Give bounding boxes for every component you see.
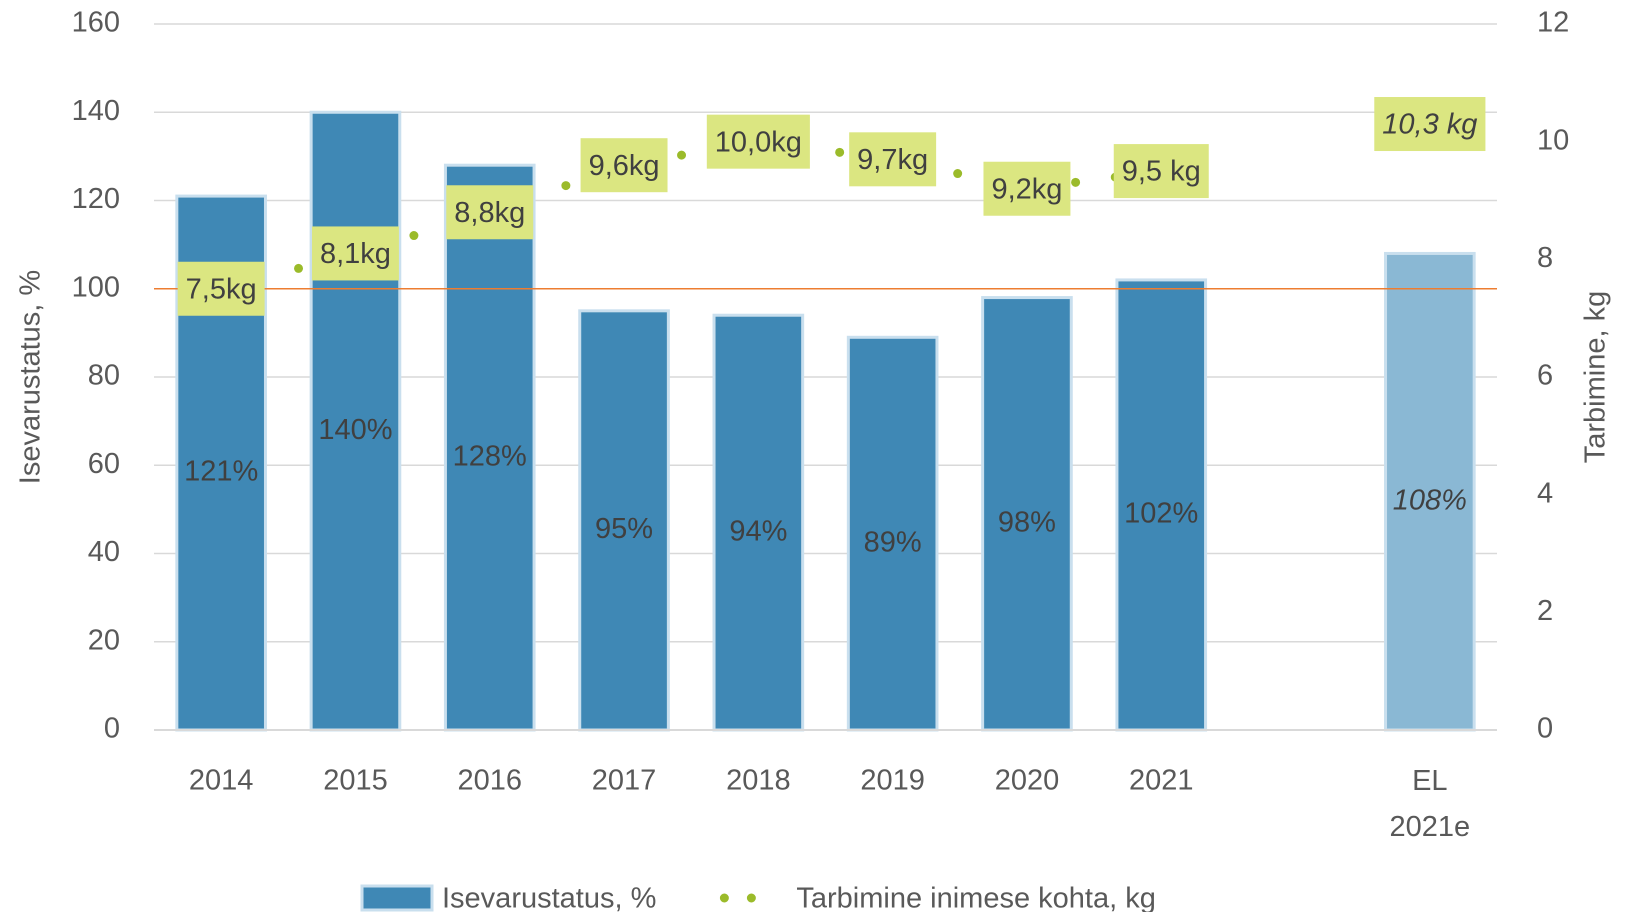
- y-tick-label: 60: [88, 448, 120, 480]
- line-value-label: 9,7kg: [857, 144, 928, 176]
- y2-tick-label: 8: [1537, 242, 1553, 274]
- y-tick-label: 80: [88, 360, 120, 392]
- x-tick-label: 2018: [726, 765, 791, 797]
- bar-value-label: 94%: [729, 515, 787, 547]
- y-tick-label: 40: [88, 536, 120, 568]
- y-tick-label: 0: [104, 713, 120, 745]
- line-value-label: 9,6kg: [589, 150, 660, 182]
- x-tick-label: 2016: [457, 765, 522, 797]
- bar: [1115, 278, 1208, 732]
- bar: [1384, 251, 1476, 732]
- x-tick-label: 2014: [189, 765, 254, 797]
- line-value-label: 10,0kg: [715, 126, 802, 158]
- line-value-label: 8,8kg: [454, 197, 525, 229]
- x-tick-label: 2021: [1129, 765, 1194, 797]
- line-value-label-box: [177, 261, 265, 316]
- y-tick-label: 160: [72, 7, 120, 39]
- y-tick-label: 100: [72, 271, 120, 303]
- bar-value-label: 128%: [453, 440, 527, 472]
- y2-tick-label: 6: [1537, 360, 1553, 392]
- bar-value-label: 98%: [998, 506, 1056, 538]
- bar: [981, 296, 1073, 732]
- line-value-label-box: [311, 226, 399, 281]
- x-tick-label: 2015: [323, 765, 388, 797]
- line-value-label-box: [580, 138, 668, 193]
- x-tick-label-line: 2021e: [1390, 811, 1471, 843]
- bar-value-label: 121%: [184, 456, 258, 488]
- legend-label: Tarbimine inimese kohta, kg: [796, 883, 1155, 912]
- bar-value-label: 89%: [864, 526, 922, 558]
- x-tick-label: 2017: [592, 765, 657, 797]
- legend-label: Isevarustatus, %: [442, 883, 656, 912]
- y-axis-label: Isevarustatus, %: [15, 270, 47, 484]
- line-value-label-box: [706, 114, 810, 169]
- line-value-label: 7,5kg: [186, 273, 257, 305]
- line-value-label-box: [446, 185, 534, 240]
- x-tick-label: EL 2021e: [1390, 765, 1471, 843]
- line-value-label-box: [1113, 144, 1209, 199]
- line-value-label: 8,1kg: [320, 238, 391, 270]
- legend-marker: [360, 884, 434, 912]
- line-value-label-box: [849, 132, 937, 187]
- x-tick-label: 2019: [860, 765, 925, 797]
- bar-value-label: 102%: [1124, 498, 1198, 530]
- y2-tick-label: 4: [1537, 477, 1553, 509]
- x-tick-label-line: EL: [1412, 765, 1447, 797]
- bar-value-label: 108%: [1393, 484, 1467, 516]
- line-value-label: 9,5 kg: [1122, 156, 1201, 188]
- bar-value-label: 140%: [318, 414, 392, 446]
- y2-axis-label: Tarbimine, kg: [1580, 291, 1612, 463]
- x-tick-label: 2020: [995, 765, 1060, 797]
- series-line: [221, 124, 1430, 289]
- line-value-label: 10,3 kg: [1382, 109, 1477, 141]
- y-tick-label: 140: [72, 95, 120, 127]
- y2-tick-label: 12: [1537, 7, 1569, 39]
- y2-tick-label: 10: [1537, 124, 1569, 156]
- y-tick-label: 120: [72, 183, 120, 215]
- line-value-label: 9,2kg: [991, 173, 1062, 205]
- line-value-label-box: [983, 161, 1071, 216]
- y2-tick-label: 2: [1537, 595, 1553, 627]
- line-value-label-box: [1374, 97, 1486, 152]
- y2-tick-label: 0: [1537, 713, 1553, 745]
- y-tick-label: 20: [88, 624, 120, 656]
- bar: [846, 335, 939, 732]
- bar-value-label: 95%: [595, 513, 653, 545]
